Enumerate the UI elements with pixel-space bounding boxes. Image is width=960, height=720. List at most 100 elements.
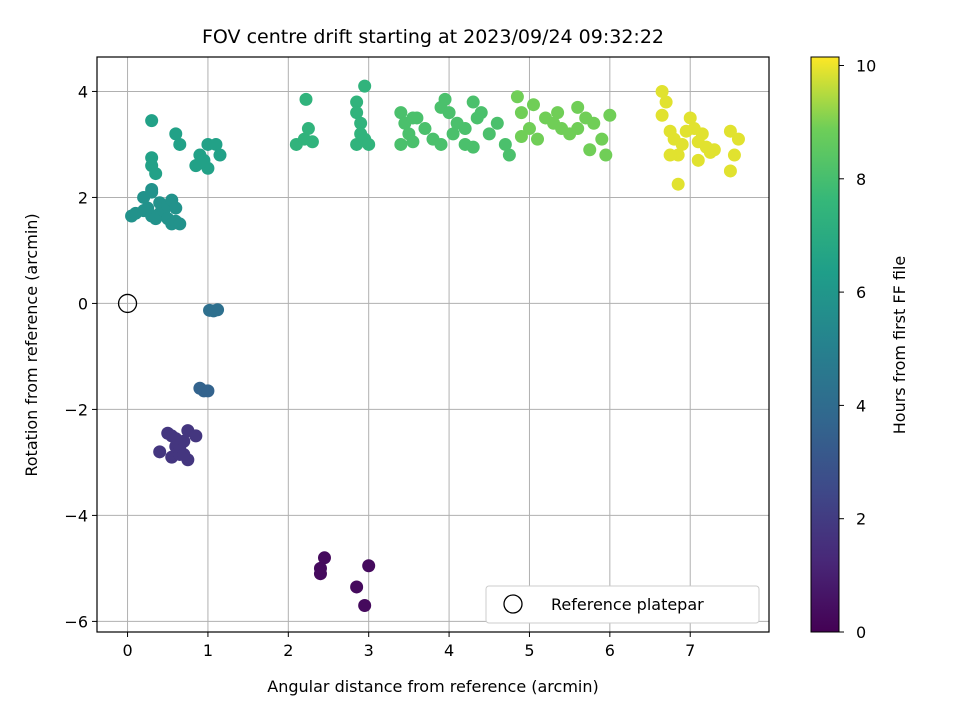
legend: Reference platepar xyxy=(485,585,760,624)
y-axis-label: Rotation from reference (arcmin) xyxy=(22,213,41,476)
data-point xyxy=(695,127,709,141)
data-point xyxy=(510,90,524,104)
data-point xyxy=(418,122,432,136)
data-point xyxy=(193,156,207,170)
data-point xyxy=(458,122,472,136)
data-point xyxy=(502,148,516,162)
data-point xyxy=(438,92,452,106)
data-point xyxy=(149,167,163,181)
data-point xyxy=(354,116,368,130)
data-points xyxy=(117,79,745,613)
data-point xyxy=(526,98,540,112)
legend-entry-reference-platepar: Reference platepar xyxy=(551,595,704,614)
data-point xyxy=(201,384,215,398)
colorbar-tick-label: 6 xyxy=(856,283,866,302)
x-tick-label: 7 xyxy=(685,641,695,660)
data-point xyxy=(301,122,315,136)
data-point xyxy=(350,106,364,120)
data-point xyxy=(595,132,609,146)
colorbar: 0 2 4 6 8 10 Hours from first FF file xyxy=(810,56,909,642)
data-point xyxy=(551,106,565,120)
colorbar-tick-label: 4 xyxy=(856,396,866,415)
data-point xyxy=(599,148,613,162)
data-point xyxy=(406,111,420,125)
data-point xyxy=(394,137,408,151)
x-tick-label: 1 xyxy=(203,641,213,660)
data-point xyxy=(406,135,420,149)
data-point xyxy=(571,100,585,114)
x-tick-label: 2 xyxy=(283,641,293,660)
x-tick-label: 4 xyxy=(444,641,454,660)
data-point xyxy=(350,95,364,109)
legend-box xyxy=(485,585,760,624)
data-point xyxy=(173,217,187,231)
data-point xyxy=(177,447,191,461)
data-point xyxy=(731,132,745,146)
data-point xyxy=(209,137,223,151)
data-point xyxy=(587,116,601,130)
colorbar-tick-label: 10 xyxy=(856,56,876,75)
data-point xyxy=(571,122,585,136)
data-point xyxy=(691,153,705,167)
data-point xyxy=(362,559,376,573)
data-point xyxy=(659,95,673,109)
data-point xyxy=(583,143,597,157)
data-point xyxy=(173,137,187,151)
data-point xyxy=(362,137,376,151)
data-point xyxy=(213,148,227,162)
colorbar-gradient xyxy=(810,56,840,633)
x-tick-label: 5 xyxy=(524,641,534,660)
data-point xyxy=(474,106,488,120)
data-point xyxy=(169,201,183,215)
data-point xyxy=(522,122,536,136)
data-point xyxy=(358,79,372,93)
chart-title: FOV centre drift starting at 2023/09/24 … xyxy=(202,26,664,48)
data-point xyxy=(482,127,496,141)
data-point xyxy=(145,114,159,128)
data-point xyxy=(671,177,685,191)
data-point xyxy=(394,106,408,120)
data-point xyxy=(153,445,167,459)
data-point xyxy=(169,127,183,141)
data-point xyxy=(211,303,225,317)
data-point xyxy=(145,151,159,165)
data-point xyxy=(466,95,480,109)
data-point xyxy=(514,129,528,143)
data-point xyxy=(679,124,693,138)
y-tick-label: 4 xyxy=(78,82,88,101)
data-point xyxy=(434,137,448,151)
data-point xyxy=(498,137,512,151)
colorbar-label: Hours from first FF file xyxy=(890,256,909,435)
x-tick-label: 0 xyxy=(122,641,132,660)
data-point xyxy=(350,580,364,594)
plot-frame xyxy=(96,56,770,633)
data-point xyxy=(727,148,741,162)
y-tick-label: −6 xyxy=(64,612,88,631)
data-point xyxy=(490,116,504,130)
data-point xyxy=(466,140,480,154)
data-point xyxy=(442,106,456,120)
colorbar-tick-label: 8 xyxy=(856,170,866,189)
data-point xyxy=(299,92,313,106)
y-tick-label: 0 xyxy=(78,294,88,313)
x-axis-label: Angular distance from reference (arcmin) xyxy=(267,677,598,696)
y-tick-label: 2 xyxy=(78,188,88,207)
colorbar-tick-label: 0 xyxy=(856,623,866,642)
x-tick-label: 3 xyxy=(364,641,374,660)
data-point xyxy=(675,137,689,151)
axes: 0 1 2 3 4 5 6 7 −6 −4 −2 0 2 4 xyxy=(64,82,695,660)
data-point xyxy=(313,567,327,581)
data-point xyxy=(555,122,569,136)
data-point xyxy=(169,432,183,446)
data-point xyxy=(145,182,159,196)
data-point xyxy=(723,124,737,138)
data-point xyxy=(305,135,319,149)
data-point xyxy=(663,148,677,162)
data-point xyxy=(603,108,617,122)
reference-platepar-marker xyxy=(117,293,138,314)
data-point xyxy=(189,429,203,443)
x-tick-label: 6 xyxy=(605,641,615,660)
data-point xyxy=(514,106,528,120)
legend-marker xyxy=(503,594,523,614)
